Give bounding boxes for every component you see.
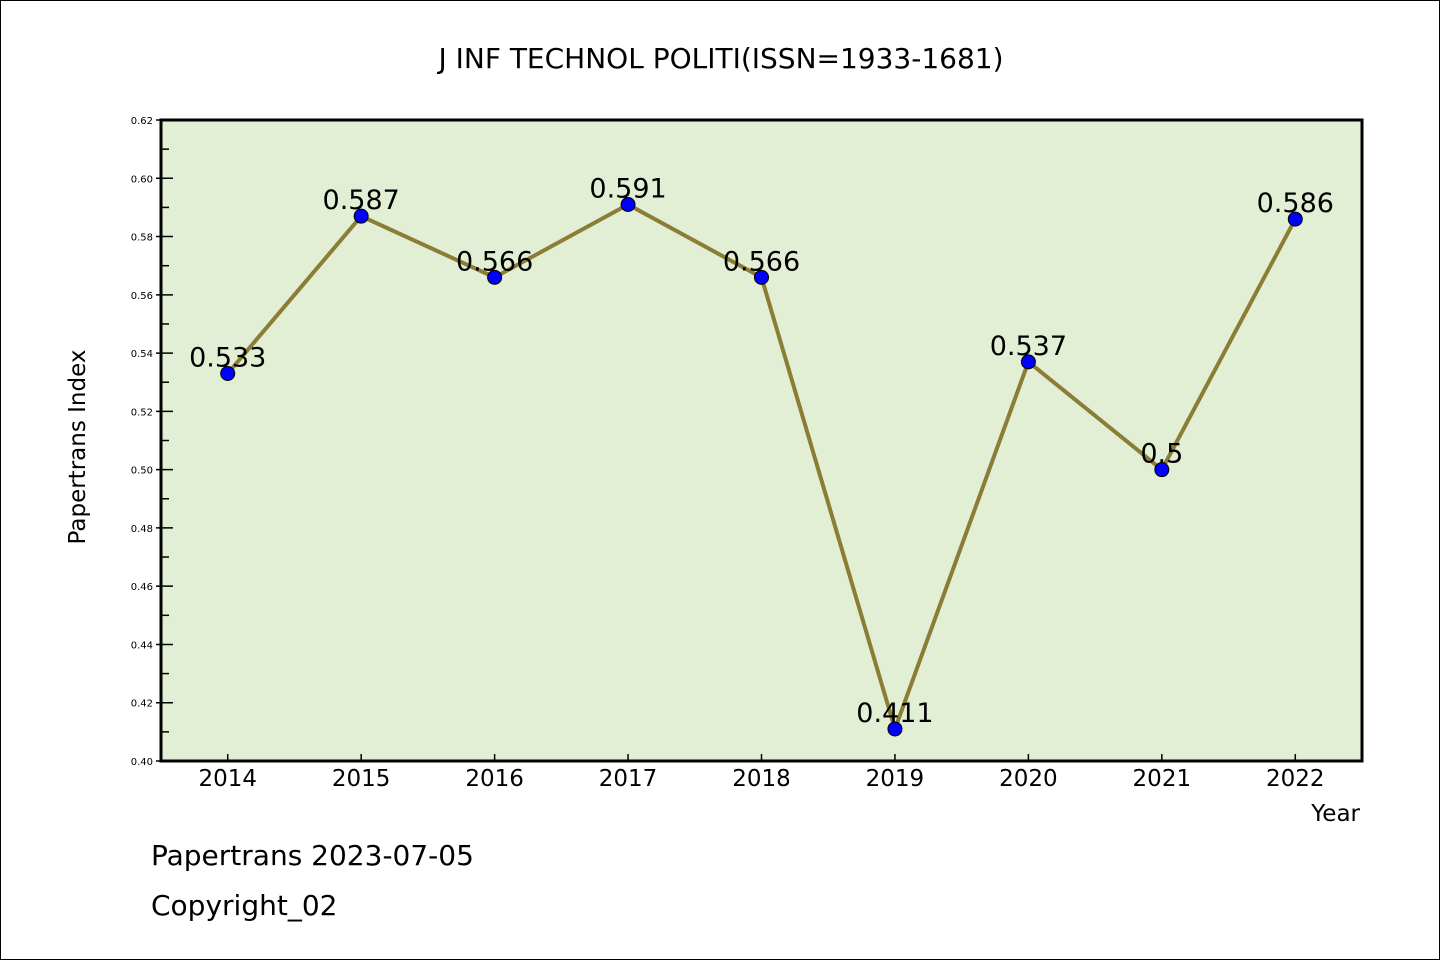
- x-tick-label: 2019: [866, 766, 925, 792]
- y-tick-label: 0.50: [131, 466, 153, 477]
- data-point: [1154, 462, 1170, 478]
- x-tick-label: 2015: [332, 766, 391, 792]
- chart-title: J INF TECHNOL POLITI(ISSN=1933-1681): [436, 42, 1003, 75]
- y-tick-label: 0.42: [131, 699, 153, 710]
- plot-area: [159, 118, 1364, 763]
- data-points: [220, 196, 1303, 737]
- x-tick-label: 2021: [1133, 766, 1192, 792]
- data-point: [1287, 211, 1303, 227]
- x-tick-label: 2020: [999, 766, 1058, 792]
- x-tick-label: 2016: [465, 766, 524, 792]
- footer-date: Papertrans 2023-07-05: [151, 839, 474, 872]
- y-tick-label: 0.46: [131, 582, 153, 593]
- x-tick-label: 2017: [599, 766, 658, 792]
- data-point: [1020, 354, 1036, 370]
- y-tick-label: 0.44: [131, 640, 153, 651]
- data-point: [620, 196, 636, 212]
- y-tick-label: 0.58: [131, 233, 153, 244]
- data-label: 0.586: [1257, 188, 1334, 219]
- x-tick-label: 2022: [1266, 766, 1325, 792]
- footer-copyright: Copyright_02: [151, 889, 337, 922]
- data-point: [220, 365, 236, 381]
- y-tick-label: 0.52: [131, 407, 153, 418]
- y-axis: 0.40 0.42 0.44 0.46 0.48 0.50 0.52 0.54 0.56 0.58…: [131, 116, 173, 768]
- y-tick-label: 0.60: [131, 174, 153, 185]
- y-tick-label: 0.48: [131, 524, 153, 535]
- y-axis-label: Papertrans Index: [65, 350, 91, 545]
- data-point: [353, 208, 369, 224]
- data-label: 0.411: [856, 698, 933, 729]
- data-label: 0.566: [723, 246, 800, 277]
- x-tick-label: 2014: [198, 766, 257, 792]
- y-tick-label: 0.62: [131, 116, 153, 127]
- data-label: 0.566: [456, 246, 533, 277]
- x-axis: 2014 2015 2016 2017 2018 2019 2020 2021 2022: [198, 754, 1325, 792]
- y-tick-label: 0.54: [131, 349, 153, 360]
- data-label: 0.5: [1140, 439, 1183, 470]
- data-label: 0.533: [189, 342, 266, 373]
- x-tick-label: 2018: [732, 766, 791, 792]
- data-label: 0.587: [323, 185, 400, 216]
- data-label: 0.537: [990, 331, 1067, 362]
- y-tick-label: 0.56: [131, 291, 153, 302]
- y-tick-label: 0.40: [131, 757, 153, 768]
- x-axis-label: Year: [1310, 801, 1360, 827]
- data-label: 0.591: [589, 173, 666, 204]
- data-point: [754, 269, 769, 285]
- data-labels: 0.533 0.587 0.566 0.591 0.566 0.411 0.537 0.5 0.…: [189, 173, 1334, 728]
- data-point: [487, 269, 503, 285]
- data-point: [887, 721, 903, 737]
